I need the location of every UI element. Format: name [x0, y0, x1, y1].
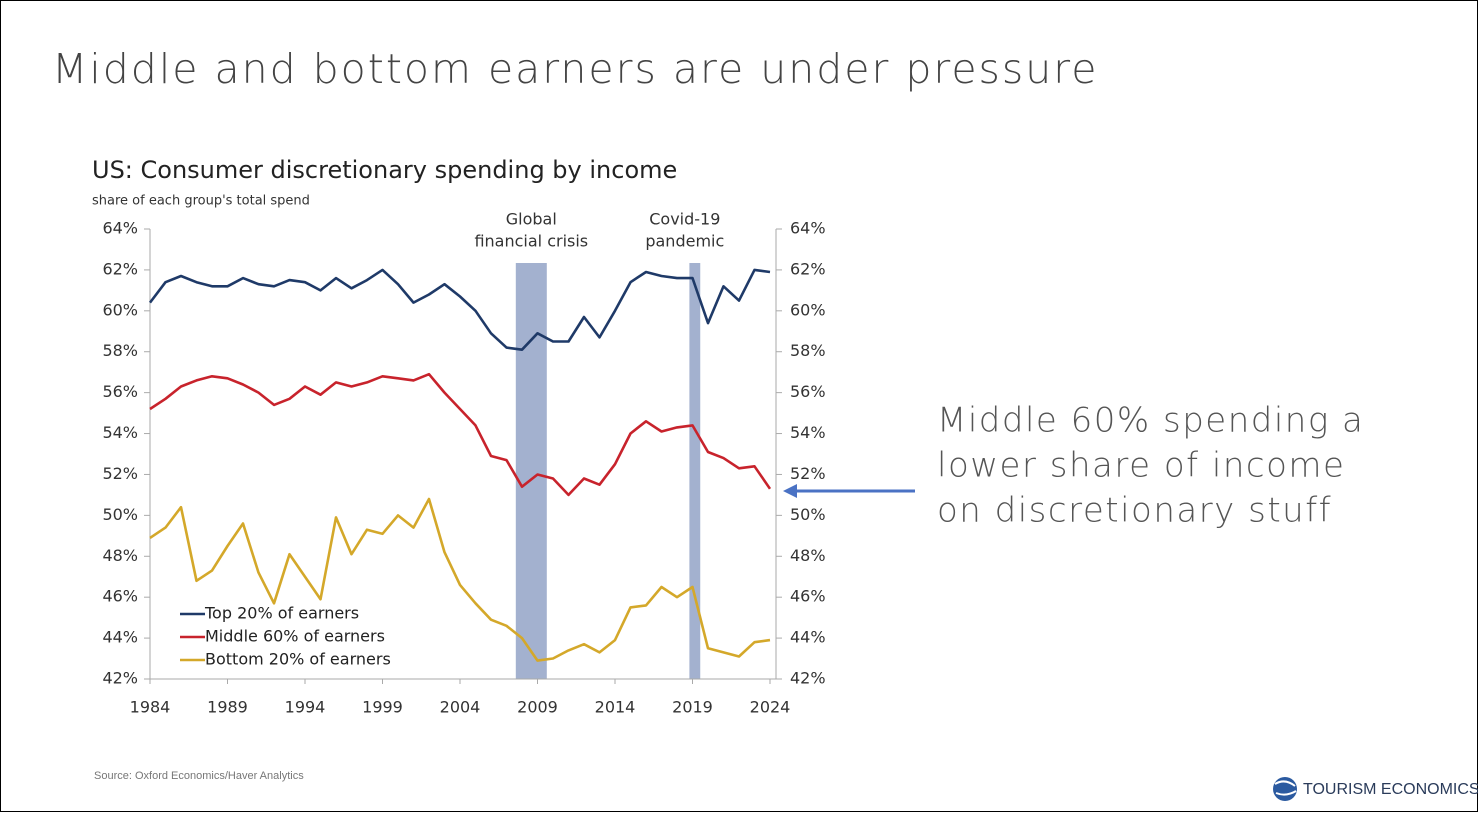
period-label: pandemic [645, 232, 724, 251]
arrow-head [783, 484, 797, 498]
brand: TOURISM ECONOMICS [1303, 781, 1478, 798]
period-label: Global [506, 210, 557, 229]
y2-tick-label: 62% [790, 259, 826, 278]
series-line [149, 372, 772, 497]
y-tick-label: 52% [102, 464, 138, 483]
series-line [149, 497, 771, 662]
y-tick-label: 64% [102, 219, 138, 238]
period-label: Covid-19 [649, 210, 720, 229]
shaded-period [515, 263, 547, 679]
plot: Global financial crisis Covid-19 pandemic 42… [102, 210, 825, 717]
x-tick-label: 1994 [285, 698, 326, 717]
y2-tick-label: 54% [790, 423, 826, 442]
callout-line: lower share of income [937, 446, 1345, 486]
y2-tick-label: 44% [790, 628, 826, 647]
period-label: financial crisis [474, 232, 588, 251]
y-tick-label: 48% [102, 546, 138, 565]
y-tick-label: 42% [102, 669, 138, 688]
x-tick-label: 1999 [362, 698, 403, 717]
y-tick-label: 44% [102, 628, 138, 647]
y-tick-label: 62% [102, 259, 138, 278]
y2-tick-label: 42% [790, 669, 826, 688]
callout-line: on discretionary stuff [937, 491, 1332, 531]
legend-label: Top 20% of earners [204, 604, 359, 623]
y-tick-label: 56% [102, 382, 138, 401]
x-tick-label: 2009 [517, 698, 558, 717]
shaded-period [689, 263, 701, 679]
y2-tick-label: 50% [790, 505, 826, 524]
y2-tick-label: 58% [790, 341, 826, 360]
x-tick-label: 2014 [595, 698, 636, 717]
chart-subtitle: share of each group's total spend [92, 194, 310, 209]
y-tick-label: 54% [102, 423, 138, 442]
y-tick-label: 46% [102, 587, 138, 606]
logo-globe-lines [1274, 780, 1297, 796]
callout-line: Middle 60% spending a [937, 401, 1364, 441]
x-tick-label: 2019 [672, 698, 713, 717]
source: Source: Oxford Economics/Haver Analytics [94, 770, 304, 782]
y-tick-label: 60% [102, 300, 138, 319]
slide-title: Middle and bottom earners are under pres… [52, 45, 1098, 93]
y-tick-label: 50% [102, 505, 138, 524]
y2-tick-label: 56% [790, 382, 826, 401]
y-tick-label: 58% [102, 341, 138, 360]
x-tick-label: 1989 [207, 698, 248, 717]
x-tick-label: 2004 [440, 698, 481, 717]
y2-tick-label: 48% [790, 546, 826, 565]
x-tick-label: 1984 [130, 698, 171, 717]
y2-tick-label: 52% [790, 464, 826, 483]
series-line [148, 268, 771, 351]
x-tick-label: 2024 [750, 698, 791, 717]
chart-title: US: Consumer discretionary spending by i… [92, 156, 677, 184]
y2-tick-label: 46% [790, 587, 826, 606]
legend-label: Bottom 20% of earners [205, 650, 391, 669]
y2-tick-label: 64% [790, 219, 826, 238]
legend-label: Middle 60% of earners [205, 627, 385, 646]
y2-tick-label: 60% [790, 300, 826, 319]
